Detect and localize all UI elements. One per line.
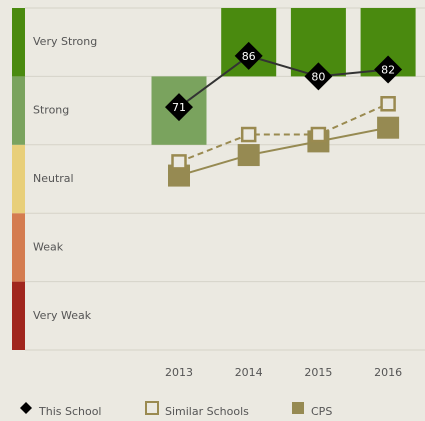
legend-label: Similar Schools — [165, 405, 249, 418]
data-label: 82 — [381, 64, 395, 77]
marker — [380, 96, 396, 112]
band-label: Weak — [33, 240, 64, 253]
marker — [310, 126, 327, 143]
line — [178, 126, 389, 177]
band-swatch — [12, 144, 25, 214]
marker — [377, 116, 400, 139]
marker — [304, 62, 333, 91]
marker — [171, 154, 187, 170]
band-swatch — [12, 281, 25, 350]
x-tick-label: 2014 — [235, 366, 263, 379]
band-swatch — [12, 76, 25, 145]
band-label: Very Weak — [33, 309, 92, 322]
marker — [240, 126, 257, 143]
band-label: Very Strong — [33, 35, 97, 48]
legend-marker — [145, 401, 159, 415]
band-swatch — [12, 8, 25, 77]
band-label: Neutral — [33, 172, 74, 185]
legend-marker — [292, 402, 304, 414]
line — [178, 102, 389, 163]
x-tick-label: 2013 — [165, 366, 193, 379]
band-label: Strong — [33, 104, 69, 117]
data-label: 86 — [242, 50, 256, 63]
x-tick-label: 2016 — [374, 366, 402, 379]
data-label: 80 — [311, 70, 325, 83]
marker — [234, 41, 263, 70]
marker — [165, 93, 193, 122]
x-tick-label: 2015 — [304, 366, 332, 379]
legend-label: This School — [38, 405, 102, 418]
legend-marker — [20, 402, 32, 414]
data-label: 71 — [172, 101, 186, 114]
marker — [237, 144, 260, 167]
marker — [168, 164, 190, 187]
band-swatch — [12, 213, 25, 282]
marker — [374, 55, 403, 84]
line — [178, 54, 389, 108]
legend-label: CPS — [311, 405, 332, 418]
